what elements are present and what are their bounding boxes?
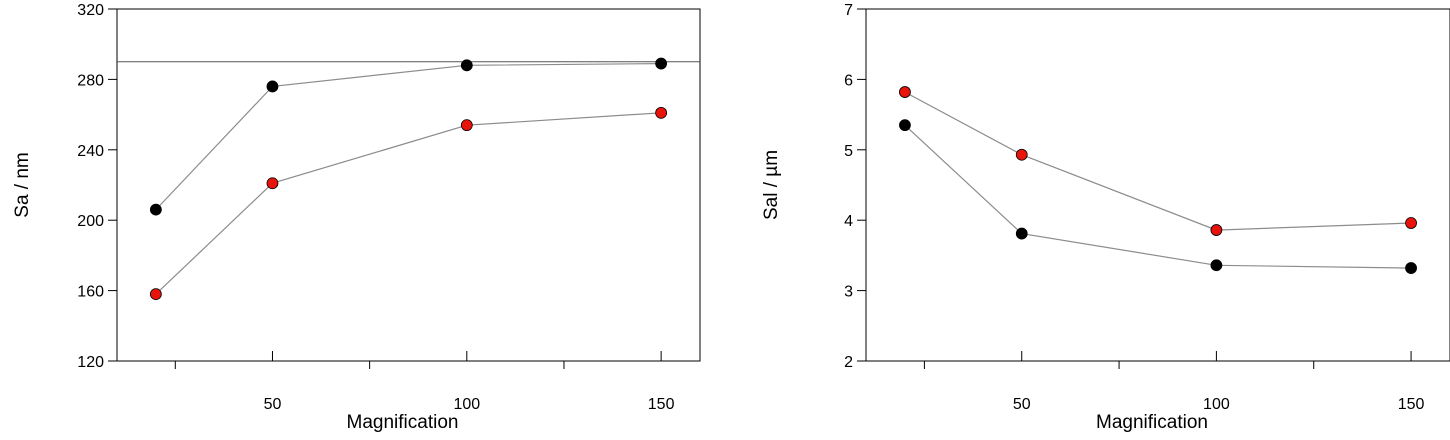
chart2-series1-point bbox=[1015, 227, 1028, 240]
chart1-x-axis-title: Magnification bbox=[347, 412, 459, 433]
chart1-series1-point bbox=[266, 80, 279, 93]
chart1-series2-point bbox=[266, 177, 279, 190]
chart1-series2-point bbox=[460, 119, 473, 132]
chart1-series1-point bbox=[655, 57, 668, 70]
chart1-plot-frame bbox=[116, 8, 701, 362]
chart1-y-tick-label: 320 bbox=[77, 2, 104, 19]
chart1-series1-point bbox=[460, 59, 473, 72]
chart1-y-tick-label: 280 bbox=[77, 72, 104, 89]
chart1-y-tick-label: 240 bbox=[77, 143, 104, 160]
chart2-y-tick-label: 5 bbox=[844, 143, 853, 160]
chart2-y-tick-label: 4 bbox=[844, 213, 853, 230]
chart1-y-tick-label: 200 bbox=[77, 213, 104, 230]
chart1-series2-point bbox=[149, 288, 162, 301]
chart1-x-tick-label: 100 bbox=[453, 396, 480, 413]
chart2-x-tick-label: 100 bbox=[1203, 396, 1230, 413]
chart2-series2-point bbox=[1405, 217, 1417, 229]
chart2-series2-point bbox=[1210, 224, 1223, 236]
chart1-y-axis-title: Sa / nm bbox=[12, 152, 33, 217]
chart1-y-tick-label: 120 bbox=[77, 354, 104, 371]
chart2-y-tick-label: 7 bbox=[844, 2, 853, 19]
left-chart-sa: 120 160 200 240 280 320 50 100 150 Magnification S… bbox=[12, 2, 701, 433]
chart2-series1-point bbox=[899, 119, 911, 132]
chart2-series2-point bbox=[899, 86, 911, 98]
chart1-x-tick-label: 150 bbox=[648, 396, 675, 413]
chart1-y-tick-label: 160 bbox=[77, 284, 104, 301]
chart2-y-tick-label: 2 bbox=[844, 354, 853, 371]
chart2-x-tick-label: 50 bbox=[1013, 396, 1031, 413]
chart2-y-tick-label: 3 bbox=[844, 284, 853, 301]
chart1-x-tick-label: 50 bbox=[264, 396, 282, 413]
chart1-series1-line bbox=[155, 63, 662, 211]
chart2-series2-line bbox=[904, 91, 1412, 231]
chart2-x-tick-label: 150 bbox=[1398, 396, 1425, 413]
chart2-y-tick-label: 6 bbox=[844, 72, 853, 89]
chart2-x-axis-title: Magnification bbox=[1096, 412, 1208, 433]
chart2-series1-point bbox=[1210, 259, 1223, 272]
chart2-series1-point bbox=[1405, 262, 1417, 274]
right-chart-sal: 2 3 4 5 6 7 50 100 150 Magnification Sal / µm bbox=[761, 2, 1450, 433]
chart2-series1-line bbox=[904, 124, 1412, 269]
chart2-series2-point bbox=[1015, 148, 1028, 161]
chart2-plot-frame bbox=[865, 8, 1450, 362]
chart1-series2-line bbox=[155, 112, 662, 295]
chart1-series1-point bbox=[149, 203, 162, 216]
chart2-y-axis-title: Sal / µm bbox=[761, 150, 782, 220]
chart1-series2-point bbox=[655, 106, 668, 119]
